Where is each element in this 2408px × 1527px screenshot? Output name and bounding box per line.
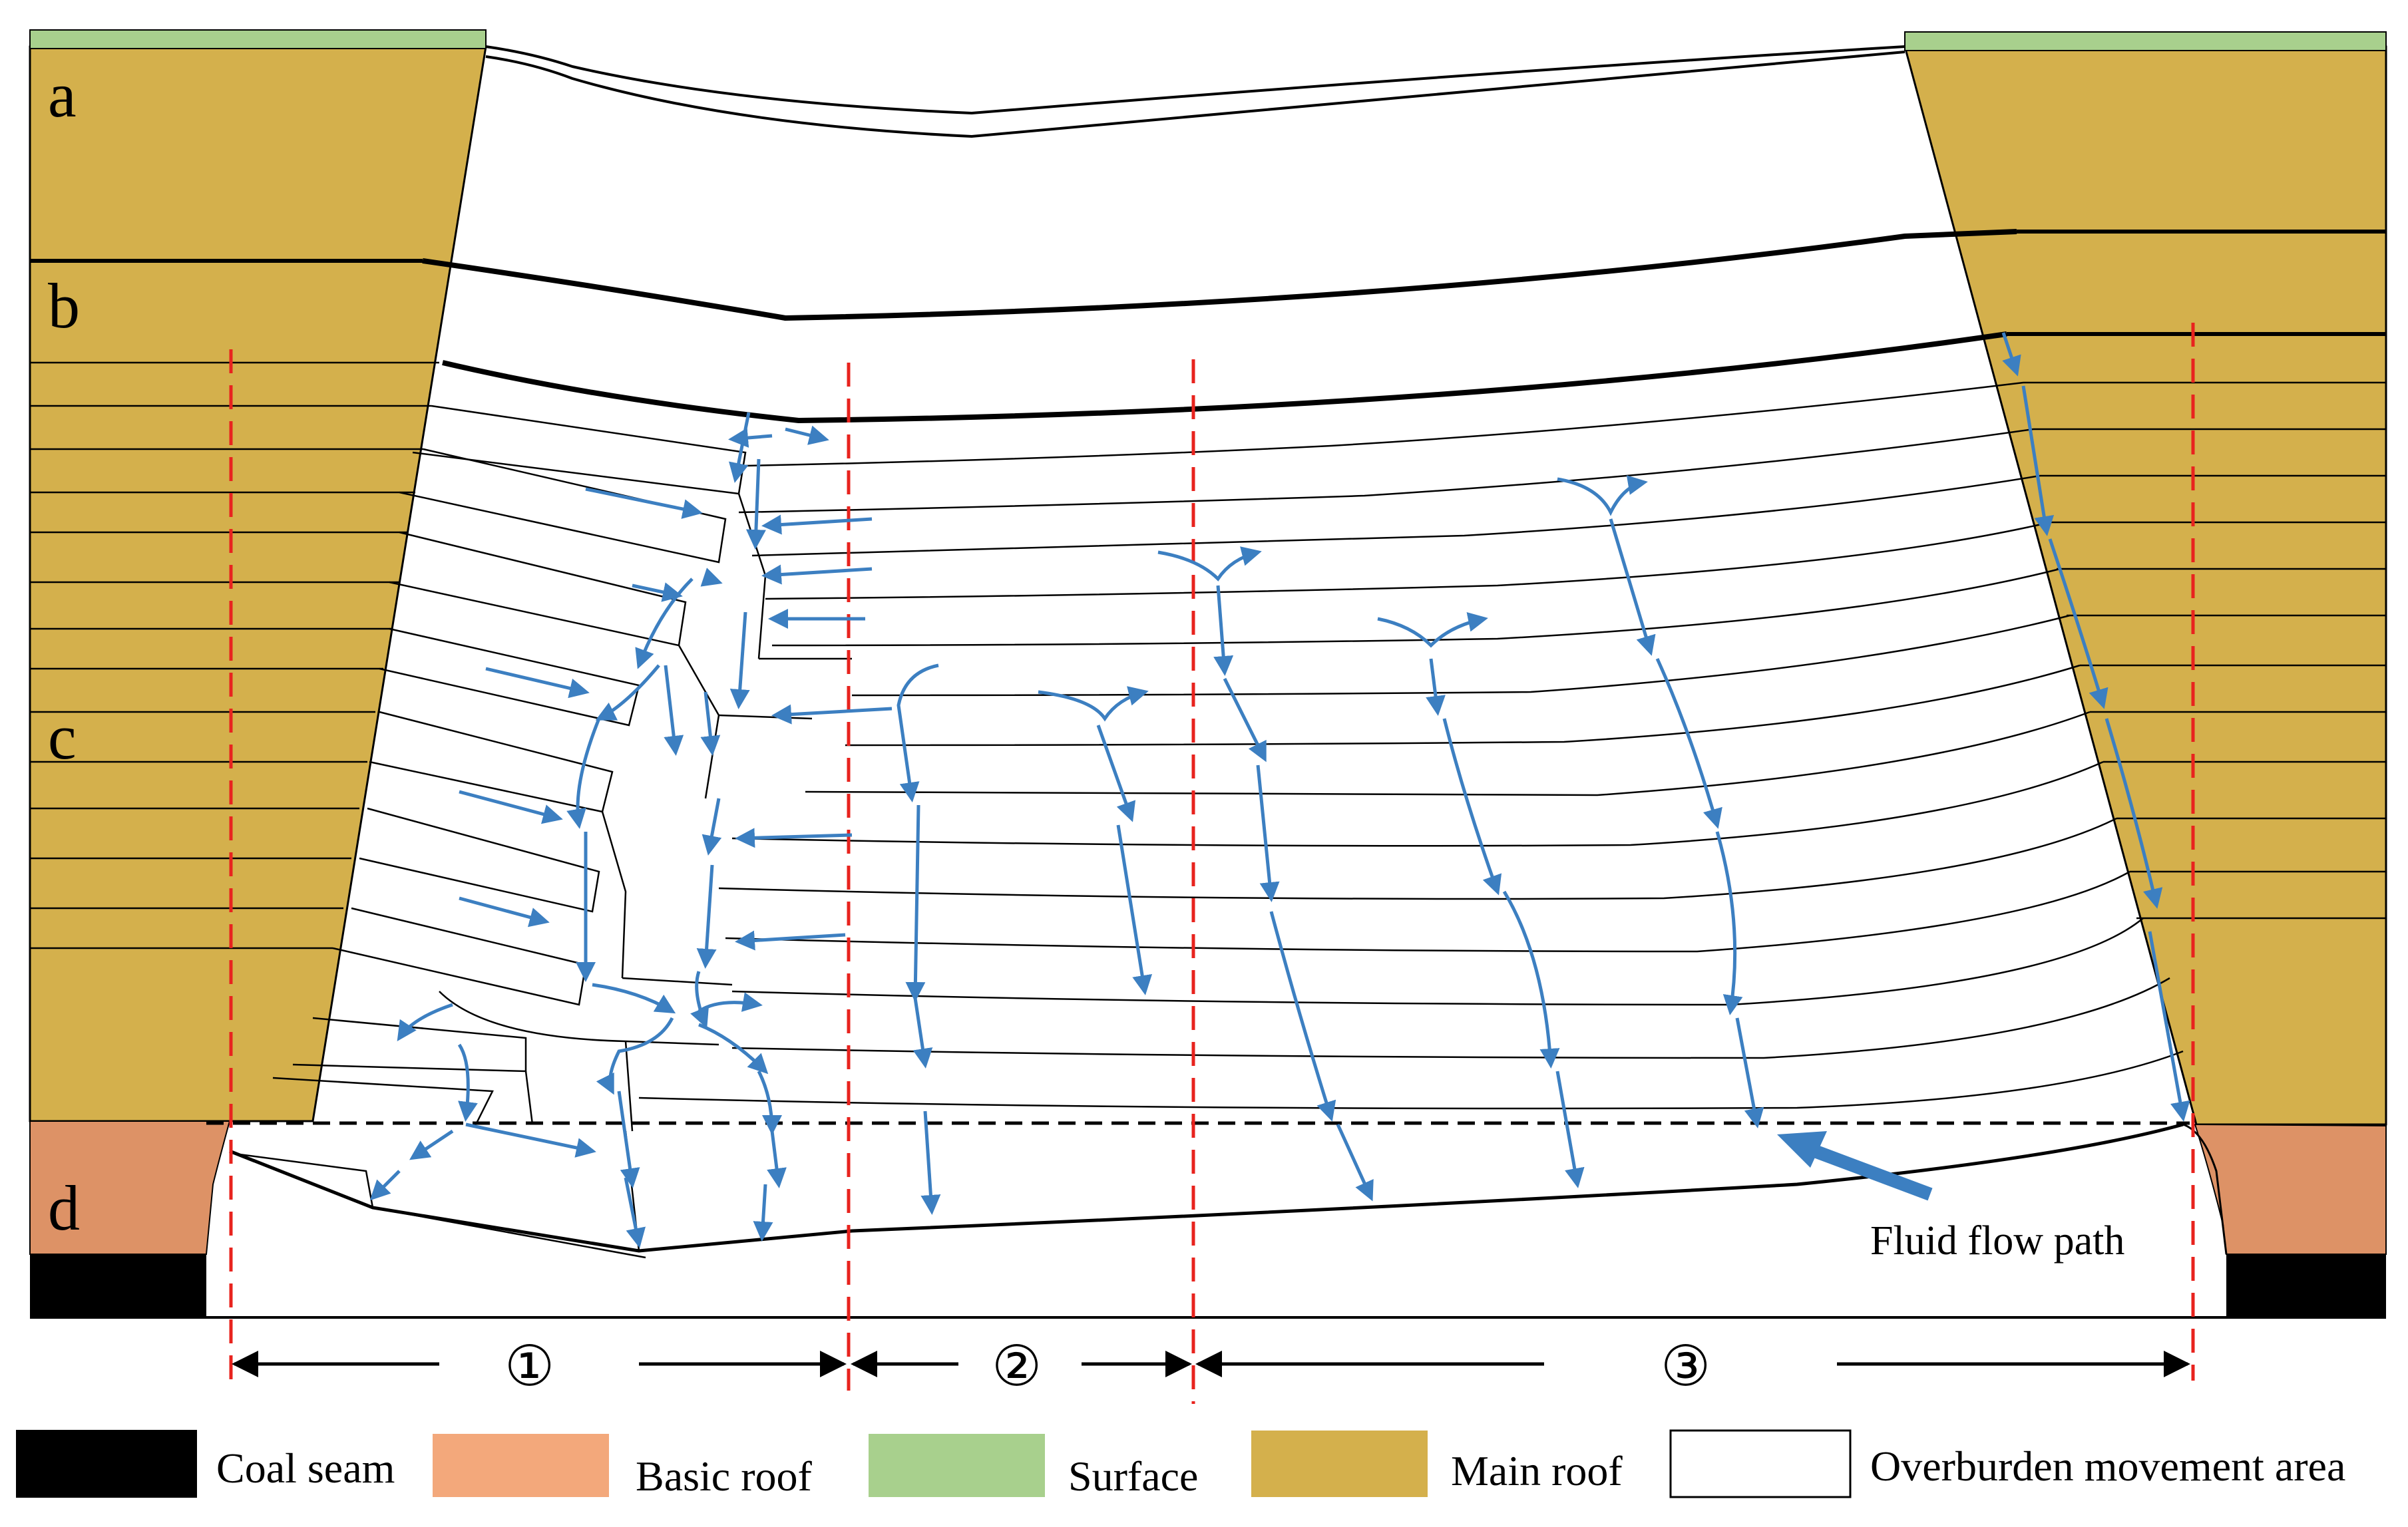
legend-label-basic-roof: Basic roof xyxy=(636,1452,813,1500)
subsided-surface xyxy=(485,45,1906,138)
legend-swatch-surface xyxy=(869,1434,1045,1497)
legend-swatch-main-roof xyxy=(1251,1431,1428,1497)
coal-seam-left xyxy=(30,1254,206,1317)
zone-label-d: d xyxy=(48,1172,80,1244)
zone-label-b: b xyxy=(48,270,80,341)
caved-boundary xyxy=(229,1122,2184,1253)
legend-label-main-roof: Main roof xyxy=(1451,1447,1623,1494)
range-2-label: ② xyxy=(992,1333,1042,1399)
main-roof-right xyxy=(1904,45,2387,1126)
range-1-label: ① xyxy=(504,1333,554,1399)
fractured-strata-zone23 xyxy=(638,381,2184,1110)
fluid-flow-arrows xyxy=(369,332,2190,1248)
coal-seam-right xyxy=(2226,1254,2386,1317)
left-strata xyxy=(30,259,439,949)
fractured-strata-zone1 xyxy=(239,405,852,1259)
legend-swatch-overburden xyxy=(1669,1429,1852,1498)
main-roof-left xyxy=(29,45,487,1122)
fluid-flow-pointer xyxy=(1777,1131,1933,1201)
zone-boundaries xyxy=(229,323,2195,1404)
surface-right xyxy=(1904,31,2387,51)
thick-strata xyxy=(422,229,2017,424)
zone-label-a: a xyxy=(48,59,77,130)
legend-swatch-coal-seam xyxy=(16,1430,197,1498)
legend-swatch-basic-roof xyxy=(433,1434,609,1497)
legend-label-coal-seam: Coal seam xyxy=(216,1444,395,1492)
goaf-edge-right xyxy=(2182,1123,2228,1255)
range-3-label: ③ xyxy=(1661,1333,1710,1399)
right-strata xyxy=(2007,230,2386,920)
legend: Coal seam Basic roof Surface Main roof O… xyxy=(16,1429,2345,1500)
legend-label-surface: Surface xyxy=(1068,1452,1198,1500)
surface-left xyxy=(29,29,487,49)
basic-roof-left xyxy=(29,1120,231,1255)
fluid-flow-label: Fluid flow path xyxy=(1870,1218,2124,1264)
legend-label-overburden: Overburden movement area xyxy=(1870,1442,2345,1490)
zone-label-c: c xyxy=(48,701,77,772)
